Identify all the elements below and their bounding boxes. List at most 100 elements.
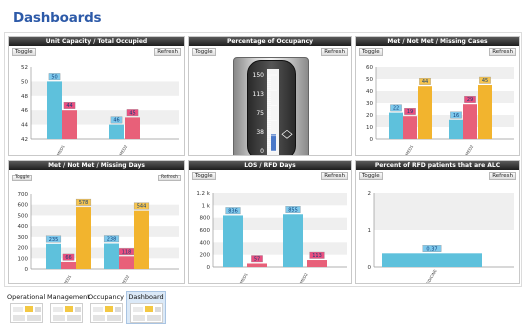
bar xyxy=(76,207,91,269)
panel-title: LOS / RFD Days xyxy=(189,161,351,170)
thumbnail-icon xyxy=(90,303,123,323)
tab-management[interactable]: Management xyxy=(46,291,90,324)
grid-band xyxy=(31,204,179,216)
data-label-bg xyxy=(422,245,442,252)
y-tick-label: 50 xyxy=(21,79,28,85)
bar xyxy=(389,112,403,139)
refresh-button[interactable]: Refresh xyxy=(321,172,348,180)
gauge-tick-label: 0 xyxy=(260,148,264,155)
y-tick-label: 500 xyxy=(18,213,29,219)
bar-chart: 0 10 20 30 40 50 60 22 19 44 MED1 16 29 45 MED2 xyxy=(366,65,514,155)
y-tick-label: 200 xyxy=(18,246,29,252)
thumbnail-icon xyxy=(130,303,163,323)
y-tick-label: 2 xyxy=(368,191,372,197)
y-tick-label: 0 xyxy=(370,137,374,143)
data-label-bg xyxy=(45,235,62,243)
bar xyxy=(478,85,492,139)
tab-label: Dashboard xyxy=(128,293,164,301)
gauge-scale: 150 113 75 38 0 xyxy=(253,69,293,155)
refresh-button[interactable]: Refresh xyxy=(154,48,181,56)
grid-band xyxy=(31,81,179,96)
y-tick-label: 30 xyxy=(366,101,373,107)
refresh-button[interactable]: Refresh xyxy=(321,48,348,56)
toggle-button[interactable]: Toggle xyxy=(192,48,216,56)
data-label: 16 xyxy=(453,113,459,119)
panel-title: Met / Not Met / Missing Cases xyxy=(356,37,519,46)
data-label-bg xyxy=(404,108,416,115)
panel-title: Percentage of Occupancy xyxy=(189,37,351,46)
toggle-button[interactable]: Toggle xyxy=(12,175,33,181)
toggle-button[interactable]: Toggle xyxy=(359,172,383,180)
y-tick-label: 300 xyxy=(18,235,29,241)
panel-met-cases: Met / Not Met / Missing Cases Toggle Ref… xyxy=(355,36,520,156)
y-tick-label: 1 k xyxy=(202,203,211,209)
bar-chart: 0 200 400 600 800 1 k 1.2 k 836 57 MED1 855 113 MED2 xyxy=(196,191,347,283)
grid-band xyxy=(376,91,514,103)
data-label: 45 xyxy=(129,110,135,116)
refresh-button[interactable]: Refresh xyxy=(158,175,181,181)
bar xyxy=(382,253,482,267)
data-label: 855 xyxy=(288,207,298,213)
gauge-strip xyxy=(267,69,279,155)
x-tick-label: MED1 xyxy=(56,144,66,156)
tab-operational[interactable]: Operational xyxy=(6,291,46,324)
y-tick-label: 1 xyxy=(368,228,372,234)
data-label: 46 xyxy=(113,118,119,124)
panel-title: Percent of RFD patients that are ALC xyxy=(356,161,519,170)
data-label: 19 xyxy=(407,109,413,115)
x-tick-label: MED2 xyxy=(120,274,130,284)
panel-title: Met / Not Met / Missing Days xyxy=(9,161,184,170)
data-label: 578 xyxy=(79,200,89,206)
panel-met-days: Met / Not Met / Missing Days Toggle Refr… xyxy=(8,160,185,284)
gauge-fill xyxy=(271,134,276,151)
bar xyxy=(47,81,62,139)
data-label: 113 xyxy=(312,253,322,259)
data-label-bg xyxy=(118,248,135,256)
bar xyxy=(109,124,124,139)
data-label-bg xyxy=(390,104,402,112)
data-label-bg xyxy=(62,253,75,261)
data-label: 29 xyxy=(467,97,473,103)
grid-band xyxy=(213,193,347,206)
grid-band xyxy=(213,242,347,255)
y-tick-label: 600 xyxy=(200,228,211,234)
refresh-button[interactable]: Refresh xyxy=(489,48,516,56)
y-tick-label: 0 xyxy=(25,267,29,273)
data-label-bg xyxy=(63,102,76,109)
x-tick-label: MED2 xyxy=(118,144,128,156)
data-label: 50 xyxy=(51,74,57,80)
data-label: 836 xyxy=(228,208,238,214)
dashboard-grid: Unit Capacity / Total Occupied Toggle Re… xyxy=(4,32,522,287)
data-label-bg xyxy=(464,96,476,103)
refresh-button[interactable]: Refresh xyxy=(489,172,516,180)
data-label-bg xyxy=(110,116,123,124)
data-label: 44 xyxy=(422,79,428,85)
data-label-bg xyxy=(133,202,150,210)
gauge-tick-label: 150 xyxy=(253,72,265,79)
bar xyxy=(125,117,140,139)
y-tick-label: 700 xyxy=(18,192,29,198)
data-label-bg xyxy=(103,235,120,243)
y-tick-label: 800 xyxy=(200,216,211,222)
bar xyxy=(307,260,327,267)
toggle-button[interactable]: Toggle xyxy=(12,48,36,56)
tab-occupancy[interactable]: Occupancy xyxy=(86,291,126,324)
grid-band xyxy=(31,226,179,237)
bar xyxy=(62,110,77,139)
x-tick-label: MEDICINE xyxy=(424,268,438,284)
panel-title: Unit Capacity / Total Occupied xyxy=(9,37,184,46)
toggle-button[interactable]: Toggle xyxy=(192,172,216,180)
y-tick-label: 400 xyxy=(200,240,211,246)
x-tick-label: MED1 xyxy=(62,274,72,284)
y-tick-label: 1.2 k xyxy=(196,191,210,197)
bar xyxy=(119,256,134,269)
tab-dashboard[interactable]: Dashboard xyxy=(126,291,166,324)
grid-band xyxy=(374,193,514,230)
data-label-bg xyxy=(225,207,241,215)
bar xyxy=(61,261,76,269)
grid-band xyxy=(213,217,347,230)
toggle-button[interactable]: Toggle xyxy=(359,48,383,56)
data-label-bg xyxy=(419,78,431,85)
bar xyxy=(134,210,149,269)
bar xyxy=(403,116,417,139)
